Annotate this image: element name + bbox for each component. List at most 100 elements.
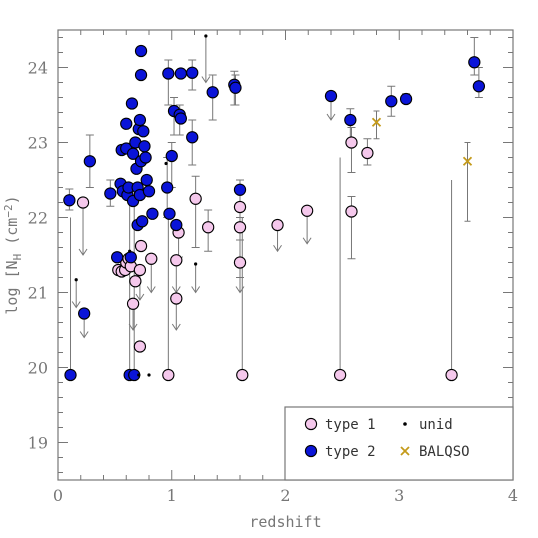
type2-point xyxy=(163,207,176,220)
legend-marker-unid xyxy=(403,422,407,426)
type2-point xyxy=(120,117,133,130)
x-tick-label: 1 xyxy=(167,486,177,505)
type2-point xyxy=(174,67,187,80)
type2-point xyxy=(140,173,153,187)
type1-point xyxy=(233,221,247,234)
type1-point xyxy=(133,263,147,277)
type2-point xyxy=(63,194,76,207)
y-axis-title-close: ) xyxy=(3,195,21,204)
type2-point xyxy=(385,95,398,108)
x-tick-label: 0 xyxy=(53,486,63,505)
type1-point xyxy=(271,218,284,232)
type2-point xyxy=(468,56,481,69)
legend-label-balqso: BALQSO xyxy=(419,444,470,460)
error-bars xyxy=(65,36,483,375)
unid-point xyxy=(137,373,141,377)
type1-point xyxy=(126,297,140,310)
upper-limit-arrow xyxy=(71,301,81,309)
type1-point xyxy=(233,256,247,269)
type1-point xyxy=(361,146,374,160)
unid-point xyxy=(128,249,132,253)
upper-limit-arrow xyxy=(273,244,282,253)
legend-box xyxy=(284,406,514,481)
y-axis-title-exponent: −2 xyxy=(2,204,15,217)
type1-point xyxy=(333,368,347,382)
legend: type 1 unid type 2 BALQSO xyxy=(284,406,514,481)
type2-point xyxy=(206,86,219,99)
type2-point xyxy=(133,113,147,127)
upper-limit-arrow xyxy=(191,286,201,294)
x-axis-title: redshift xyxy=(249,513,321,531)
type2-point xyxy=(162,67,175,80)
unid-point xyxy=(164,161,168,166)
type2-point xyxy=(170,218,183,232)
y-tick-label: 20 xyxy=(28,359,48,378)
type1-point xyxy=(201,221,215,234)
type2-point xyxy=(186,66,199,79)
type2-point xyxy=(138,140,151,153)
type2-point xyxy=(136,215,149,228)
type2-point xyxy=(344,113,357,127)
legend-marker-type-2 xyxy=(304,444,318,458)
type2-point xyxy=(399,92,413,106)
type1-point xyxy=(129,275,142,288)
type2-point xyxy=(125,97,139,110)
type1-point xyxy=(300,204,314,217)
legend-marker-type-1 xyxy=(304,417,318,431)
type2-point xyxy=(165,149,178,163)
upper-limit-arrow xyxy=(171,323,181,331)
type1-point xyxy=(145,252,158,265)
type1-point xyxy=(189,192,202,205)
type2-point xyxy=(229,81,242,94)
balqso-point xyxy=(462,156,473,166)
legend-label-type-2: type 2 xyxy=(325,444,376,460)
unid-point xyxy=(147,373,151,377)
type2-point xyxy=(104,187,117,200)
upper-limit-arrow xyxy=(326,113,336,121)
type1-point xyxy=(236,368,249,382)
legend-marker-balqso xyxy=(400,446,410,456)
type2-point xyxy=(111,251,124,264)
upper-limit-arrow xyxy=(79,331,89,339)
legend-label-type-1: type 1 xyxy=(325,417,376,433)
balqso-point xyxy=(371,117,382,127)
type2-point xyxy=(161,181,174,194)
type2-point xyxy=(186,131,199,144)
unid-point xyxy=(204,34,208,38)
y-axis-title-unit: (cm xyxy=(3,218,21,254)
type2-point xyxy=(472,80,486,93)
legend-items: type 1 unid type 2 BALQSO xyxy=(304,417,470,460)
type2-point xyxy=(134,68,148,82)
y-tick-label: 19 xyxy=(28,434,48,453)
x-tick-label: 2 xyxy=(280,486,290,505)
y-axis-title: log [NH (cm−2) xyxy=(2,195,24,314)
type1-point xyxy=(170,292,183,305)
type2-point xyxy=(174,112,187,125)
type2-point xyxy=(124,251,137,264)
unid-point xyxy=(194,262,198,266)
data-markers xyxy=(63,34,486,382)
upper-limit-arrow xyxy=(201,76,211,84)
unid-point xyxy=(74,278,78,282)
type1-point xyxy=(445,368,458,382)
upper-limit-arrow xyxy=(78,248,88,256)
type1-point xyxy=(162,368,175,382)
y-tick-label: 21 xyxy=(28,284,48,303)
type2-point xyxy=(134,44,148,58)
type2-point xyxy=(78,307,91,320)
type2-point xyxy=(139,151,152,164)
type2-point xyxy=(142,185,156,198)
legend-label-unid: unid xyxy=(419,417,453,433)
y-tick-label: 24 xyxy=(28,59,48,78)
upper-limit-arrow xyxy=(128,323,138,331)
type2-point xyxy=(324,89,338,103)
y-axis-title-subscript: H xyxy=(11,254,24,261)
type2-point xyxy=(64,368,77,382)
type1-point xyxy=(76,196,90,209)
x-tick-label: 3 xyxy=(394,486,404,505)
x-tick-label: 4 xyxy=(508,486,518,505)
upper-limit-arrow xyxy=(302,237,312,245)
type2-point xyxy=(233,183,247,196)
type1-point xyxy=(345,205,358,218)
